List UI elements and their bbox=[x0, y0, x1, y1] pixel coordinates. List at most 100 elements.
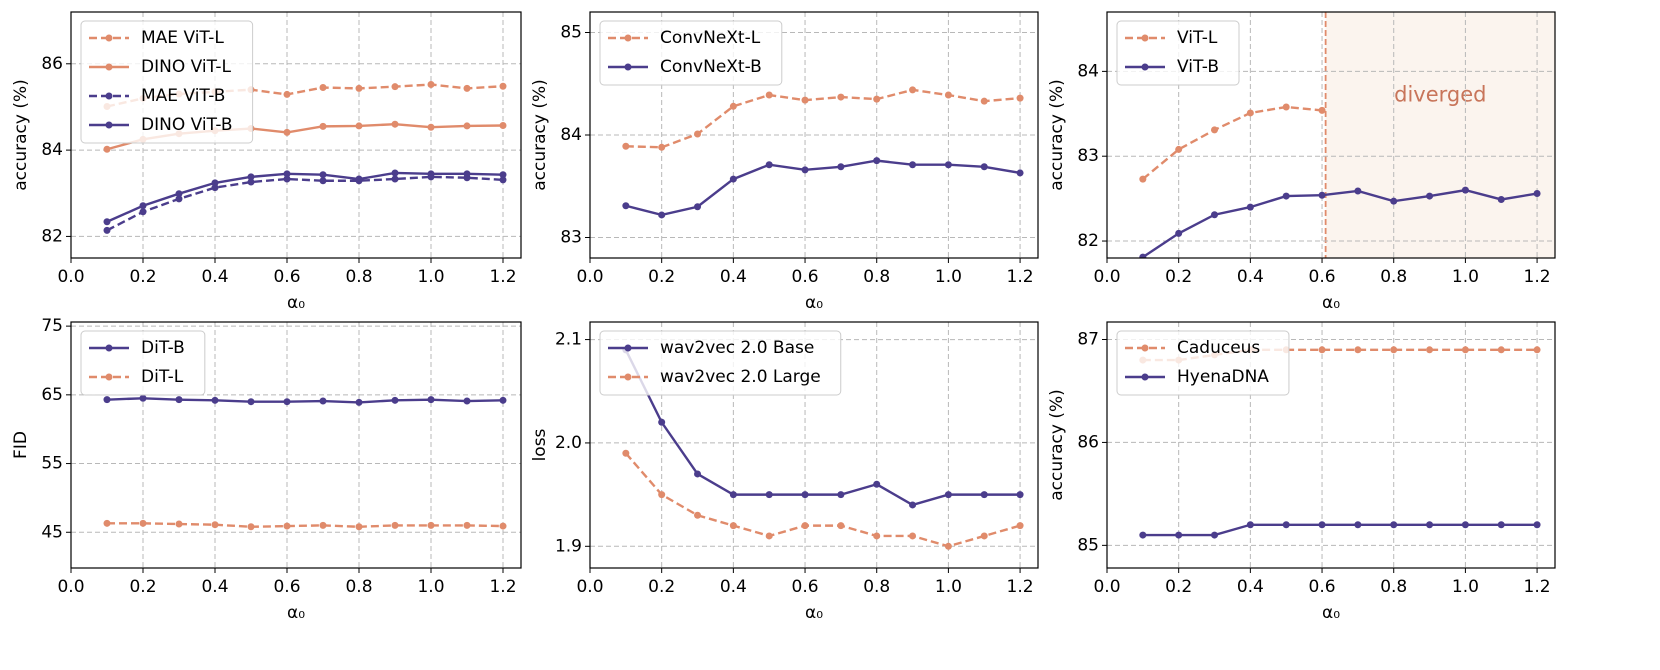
marker bbox=[1426, 192, 1434, 200]
marker bbox=[1318, 346, 1326, 354]
y-tick-label: 83 bbox=[1077, 146, 1099, 166]
legend-marker bbox=[105, 121, 113, 129]
marker bbox=[319, 122, 327, 130]
axes-frame bbox=[70, 321, 522, 569]
y-tick-label: 86 bbox=[41, 54, 63, 74]
marker bbox=[463, 170, 471, 178]
legend-marker bbox=[105, 92, 113, 100]
x-tick-label: 1.0 bbox=[1452, 577, 1479, 597]
legend: ConvNeXt-L ConvNeXt-B bbox=[599, 20, 783, 86]
marker bbox=[729, 175, 737, 183]
marker bbox=[1318, 521, 1326, 529]
marker bbox=[873, 480, 881, 488]
marker bbox=[1318, 191, 1326, 199]
marker bbox=[463, 397, 471, 405]
subplot: 0.0 0.2 0.4 0.6 0.8 1.0 1.2 82 84 86 α₀ accuracy (%… bbox=[11, 11, 522, 313]
marker bbox=[1461, 346, 1469, 354]
series-layer bbox=[622, 346, 1024, 550]
marker bbox=[319, 177, 327, 185]
marker bbox=[801, 166, 809, 174]
x-tick-label: 1.0 bbox=[417, 267, 444, 287]
marker bbox=[1390, 346, 1398, 354]
legend-marker bbox=[1141, 344, 1149, 352]
marker bbox=[319, 84, 327, 92]
marker bbox=[765, 91, 773, 99]
marker bbox=[801, 522, 809, 530]
marker bbox=[658, 211, 666, 219]
x-tick-label: 0.0 bbox=[57, 577, 84, 597]
x-tick-label: 0.6 bbox=[1309, 577, 1336, 597]
marker bbox=[944, 542, 952, 550]
x-tick-label: 0.4 bbox=[201, 577, 228, 597]
y-tick-label: 84 bbox=[1077, 61, 1099, 81]
marker bbox=[355, 398, 363, 406]
marker bbox=[103, 226, 111, 234]
legend: wav2vec 2.0 Base wav2vec 2.0 Large bbox=[599, 330, 842, 396]
marker bbox=[319, 397, 327, 405]
marker bbox=[427, 81, 435, 89]
marker bbox=[944, 491, 952, 499]
legend-marker bbox=[624, 344, 632, 352]
x-tick-label: 0.2 bbox=[1165, 577, 1192, 597]
marker bbox=[1390, 521, 1398, 529]
x-tick-label: 1.0 bbox=[935, 267, 962, 287]
series-layer bbox=[622, 86, 1024, 219]
series-layer bbox=[1139, 103, 1541, 258]
x-axis-label: α₀ bbox=[1322, 603, 1340, 623]
marker bbox=[391, 83, 399, 91]
marker bbox=[175, 195, 183, 203]
x-tick-label: 0.8 bbox=[345, 577, 372, 597]
marker bbox=[622, 142, 630, 150]
marker bbox=[1246, 109, 1254, 117]
series-line bbox=[624, 452, 1021, 548]
marker bbox=[463, 84, 471, 92]
x-tick-label: 0.2 bbox=[129, 577, 156, 597]
marker bbox=[139, 394, 147, 402]
marker bbox=[801, 491, 809, 499]
marker bbox=[1390, 197, 1398, 205]
marker bbox=[694, 470, 702, 478]
marker bbox=[1426, 521, 1434, 529]
marker bbox=[139, 519, 147, 527]
y-tick-label: 1.9 bbox=[555, 536, 582, 556]
y-axis-label: accuracy (%) bbox=[11, 79, 31, 191]
series-line bbox=[1142, 523, 1538, 537]
marker bbox=[1246, 521, 1254, 529]
x-tick-label: 0.4 bbox=[720, 577, 747, 597]
x-tick-label: 0.4 bbox=[720, 267, 747, 287]
series-layer bbox=[103, 394, 507, 531]
marker bbox=[622, 202, 630, 210]
y-axis-label: FID bbox=[11, 431, 31, 459]
x-tick-label: 0.0 bbox=[1093, 577, 1120, 597]
marker bbox=[1175, 145, 1183, 153]
y-axis-label: accuracy (%) bbox=[1047, 389, 1067, 501]
marker bbox=[1211, 211, 1219, 219]
y-tick-label: 85 bbox=[1077, 535, 1099, 555]
legend-marker bbox=[105, 373, 113, 381]
axes-frame bbox=[589, 321, 1039, 569]
series-line bbox=[106, 175, 504, 232]
marker bbox=[355, 84, 363, 92]
marker bbox=[694, 203, 702, 211]
marker bbox=[319, 171, 327, 179]
x-tick-label: 0.0 bbox=[576, 577, 603, 597]
marker bbox=[1016, 94, 1024, 102]
marker bbox=[873, 95, 881, 103]
x-tick-label: 1.2 bbox=[489, 267, 516, 287]
legend-label: ConvNeXt-L bbox=[660, 28, 761, 48]
marker bbox=[247, 523, 255, 531]
legend-label: MAE ViT-B bbox=[141, 86, 225, 106]
x-tick-label: 0.2 bbox=[648, 577, 675, 597]
marker bbox=[499, 171, 507, 179]
marker bbox=[391, 396, 399, 404]
x-tick-label: 0.2 bbox=[1165, 267, 1192, 287]
marker bbox=[658, 491, 666, 499]
marker bbox=[873, 157, 881, 165]
legend-box bbox=[80, 20, 254, 144]
y-tick-label: 84 bbox=[560, 125, 582, 145]
legend-marker bbox=[105, 63, 113, 71]
marker bbox=[283, 398, 291, 406]
legend-label: wav2vec 2.0 Base bbox=[660, 338, 814, 358]
marker bbox=[1016, 522, 1024, 530]
